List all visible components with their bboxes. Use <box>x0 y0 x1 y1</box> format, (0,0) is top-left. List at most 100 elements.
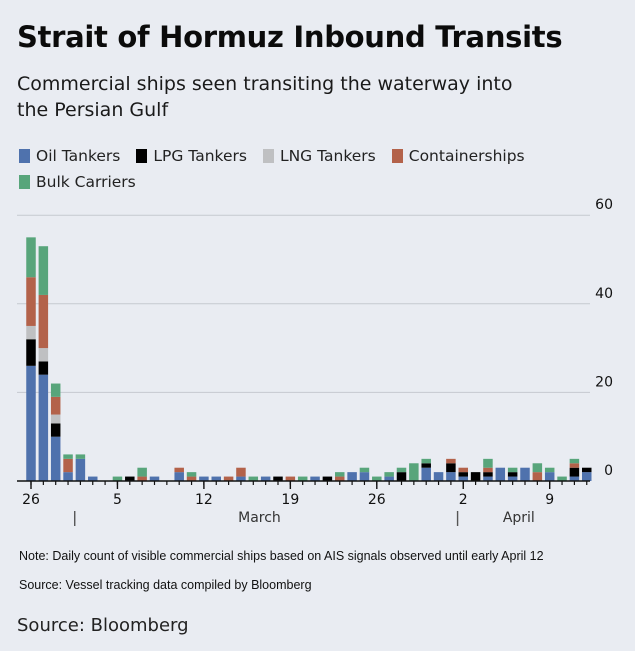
bar-segment <box>372 476 382 481</box>
bar-segment <box>88 476 98 481</box>
legend-label: Bulk Carriers <box>36 173 136 191</box>
bar-segment <box>285 476 296 481</box>
bar-segment <box>26 237 36 278</box>
bar-segment <box>186 472 197 477</box>
bar-segment <box>557 476 567 481</box>
bar-segment <box>421 467 431 481</box>
bar-segment <box>211 476 221 481</box>
bar-segment <box>384 472 394 477</box>
bar-segment <box>260 476 271 481</box>
x-tick-label: 19 <box>281 492 299 508</box>
bar-segment <box>446 463 456 473</box>
x-tick-label: 26 <box>368 492 386 508</box>
bar-segment <box>446 458 456 464</box>
x-tick-label: 12 <box>195 492 213 508</box>
legend: Oil Tankers LPG Tankers LNG Tankers Contain… <box>19 146 619 192</box>
legend-label: LNG Tankers <box>279 147 376 165</box>
bar-segment <box>38 246 49 295</box>
bar-segment <box>149 476 160 481</box>
bar-segment <box>507 472 518 477</box>
bar-segment <box>569 463 580 468</box>
bar-segment <box>470 472 481 481</box>
x-tick-label: 26 <box>22 492 40 508</box>
bar-segment <box>483 458 493 468</box>
bar-segment <box>544 467 555 473</box>
bar-segment <box>396 467 407 473</box>
bar-segment <box>75 458 86 481</box>
bar-segment <box>409 463 419 481</box>
bar-segment <box>125 476 135 481</box>
bar-segment <box>446 472 456 481</box>
bar-segment <box>26 339 36 366</box>
source-credit: Source: Bloomberg <box>17 615 189 636</box>
bar-segment <box>75 454 86 459</box>
month-label: March <box>238 510 281 526</box>
bar-segment <box>359 472 370 481</box>
bar-segment <box>347 472 357 481</box>
bar-segment <box>174 472 184 481</box>
bar-segment <box>335 476 345 481</box>
y-tick-label: 40 <box>595 286 613 302</box>
legend-swatch <box>19 149 30 163</box>
bar-segment <box>174 467 184 473</box>
bar-segment <box>26 277 36 326</box>
legend-swatch <box>391 149 403 163</box>
legend-item-oil-tankers: Oil Tankers <box>19 146 120 166</box>
legend-label: Containerships <box>408 147 525 165</box>
bar-segment <box>421 463 431 468</box>
bar-segment <box>50 396 61 415</box>
bar-segment <box>569 467 580 477</box>
bar-segment <box>458 476 468 481</box>
legend-swatch <box>262 149 274 163</box>
bar-segment <box>186 476 197 481</box>
bar-segment <box>112 476 123 481</box>
bar-segment <box>495 467 506 481</box>
bar-segment <box>50 414 61 424</box>
chart-title: Strait of Hormuz Inbound Transits <box>17 20 563 54</box>
legend-label: LPG Tankers <box>153 147 247 165</box>
bar-segment <box>483 472 493 477</box>
legend-item-containerships: Containerships <box>391 146 525 166</box>
chart-canvas: 0 20 40 60 26 5 12 19 26 2 9 March April <box>17 197 613 526</box>
legend-item-bulk-carriers: Bulk Carriers <box>19 172 136 192</box>
x-tick-label: 5 <box>113 492 122 508</box>
bar-segment <box>223 476 234 481</box>
bar-segment <box>359 467 370 473</box>
bar-segment <box>396 472 407 481</box>
chart-note: Note: Daily count of visible commercial … <box>19 549 544 563</box>
bar-segment <box>582 467 592 473</box>
bar-segment <box>297 476 308 481</box>
y-tick-label: 0 <box>604 463 613 479</box>
bar-segment <box>421 458 431 464</box>
bar-segment <box>483 467 493 473</box>
month-label: April <box>503 510 535 526</box>
bar-segment <box>507 467 518 473</box>
x-tick-label: 2 <box>459 492 468 508</box>
bar-segment <box>532 463 543 473</box>
bar-segment <box>384 476 394 481</box>
bar-segment <box>50 383 61 397</box>
bar-segment <box>335 472 345 477</box>
bar-segment <box>433 472 444 481</box>
bar-segment <box>569 476 580 481</box>
bar-segment <box>458 472 468 477</box>
bar-segment <box>582 472 592 481</box>
y-tick-label: 60 <box>595 197 613 213</box>
legend-swatch <box>19 175 30 189</box>
bar-segment <box>63 472 73 481</box>
bar-segment <box>26 365 36 481</box>
x-tick-label: 9 <box>545 492 554 508</box>
bar-segment <box>273 476 283 481</box>
bar-segment <box>236 476 246 481</box>
bar-segment <box>569 458 580 464</box>
stacked-bar-chart: 0 20 40 60 26 5 12 19 26 2 9 March April <box>0 190 635 530</box>
chart-subtitle: Commercial ships seen transiting the wat… <box>17 73 513 121</box>
legend-item-lpg-tankers: LPG Tankers <box>136 146 247 166</box>
bar-segment <box>458 467 468 473</box>
bar-segment <box>137 476 147 481</box>
bar-segment <box>63 454 73 459</box>
data-source-note: Source: Vessel tracking data compiled by… <box>19 578 312 592</box>
y-tick-label: 20 <box>595 374 613 390</box>
bar-segment <box>38 361 49 375</box>
bar-segment <box>50 436 61 481</box>
